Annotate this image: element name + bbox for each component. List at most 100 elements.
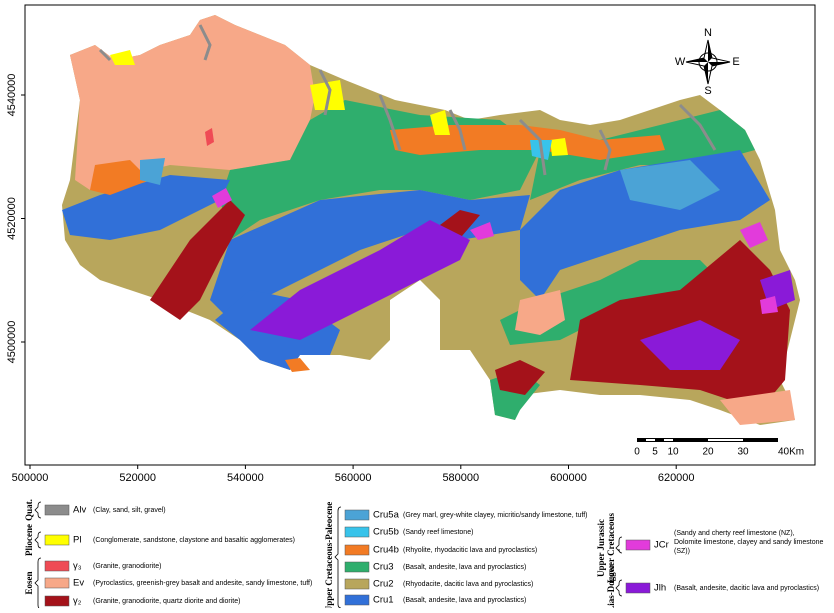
scale-label: 5 — [652, 447, 658, 458]
x-tick-label: 560000 — [335, 472, 372, 484]
scale-bar — [637, 438, 778, 442]
legend-group-label: Upper Jurassic — [596, 519, 606, 577]
legend-code: Cru2 — [373, 579, 394, 590]
legend-code: Cru5a — [373, 510, 400, 521]
map-unit-area — [110, 50, 568, 156]
river — [98, 24, 717, 176]
y-tick-label: 4520000 — [6, 197, 18, 240]
scale-label: 0 — [634, 447, 640, 458]
legend-description: (Clay, sand, silt, gravel) — [93, 507, 166, 514]
x-tick-label: 520000 — [119, 472, 156, 484]
legend-group-label: Quat. — [24, 499, 34, 521]
legend-swatch — [344, 526, 370, 538]
legend-code: JCr — [654, 540, 669, 551]
legend-swatch — [44, 577, 70, 589]
legend-description-box: (Sandy and cherty reef limestone (NZ), D… — [674, 530, 824, 555]
legend-code: Cru4b — [373, 545, 399, 556]
compass-s: S — [704, 85, 711, 97]
x-tick-label: 600000 — [550, 472, 587, 484]
legend-bracket — [334, 506, 342, 609]
legend-bracket — [615, 579, 623, 597]
scale-label: 30 — [737, 447, 749, 458]
map-unit-area — [62, 175, 230, 240]
map-unit-area — [390, 125, 665, 160]
map — [62, 15, 800, 425]
compass-w: W — [675, 56, 686, 68]
legend-swatch — [344, 561, 370, 573]
legend-code: Ev — [73, 578, 84, 589]
rivers — [98, 24, 717, 176]
map-unit-area — [205, 128, 214, 146]
y-tick-label: 4540000 — [6, 74, 18, 117]
legend-code: Cru5b — [373, 527, 399, 538]
x-tick-label: 540000 — [227, 472, 264, 484]
map-unit-area — [570, 240, 790, 410]
legend-description: (Granite, granodiorite, quartz diorite a… — [93, 598, 240, 605]
scale-label: 20 — [702, 447, 714, 458]
scale-segment — [664, 439, 673, 441]
legend-swatch — [344, 544, 370, 556]
legend-swatch — [344, 509, 370, 521]
legend-description: (Sandy reef limestone) — [403, 529, 473, 536]
legend-bracket — [34, 501, 42, 519]
legend-bracket — [615, 536, 623, 554]
legend-code: Jlh — [654, 583, 666, 594]
legend-code: Pl — [73, 535, 81, 546]
legend-swatch — [625, 539, 651, 551]
legend-description: (Pyroclastics, greenish-grey basalt and … — [93, 580, 312, 587]
legend-swatch — [44, 560, 70, 572]
legend-swatch — [344, 594, 370, 606]
compass-e: E — [732, 56, 739, 68]
compass-fill — [686, 40, 730, 84]
legend-swatch — [44, 534, 70, 546]
scale-label: 40Km — [778, 447, 804, 458]
compass-n: N — [704, 27, 712, 39]
x-tick-label: 500000 — [12, 472, 49, 484]
y-tick-label: 4500000 — [6, 321, 18, 364]
legend-description: (Basalt, andesite, lava and pyroclastics… — [403, 564, 526, 571]
legend-description: (Rhyolite, rhyodacitic lava and pyroclas… — [403, 547, 537, 554]
x-tick-label: 620000 — [658, 472, 695, 484]
legend-description: (Granite, granodiorite) — [93, 563, 161, 570]
scale-segment — [637, 438, 778, 442]
legend-description: (Conglomerate, sandstone, claystone and … — [93, 537, 295, 544]
legend-description: (Basalt, andesite, dacitic lava and pyro… — [674, 585, 819, 592]
legend-code: γ₂ — [73, 596, 82, 607]
legend-code: Cru3 — [373, 562, 394, 573]
legend-bracket — [34, 557, 42, 610]
legend-swatch — [44, 504, 70, 516]
legend-code: Cru1 — [373, 595, 394, 606]
legend-code: γ₃ — [73, 561, 82, 572]
map-unit-area — [285, 358, 310, 372]
legend-group-label: Pliocene — [24, 524, 34, 556]
map-unit-area — [250, 220, 470, 340]
legend-description: (Sandy and cherty reef limestone (NZ), D… — [674, 530, 824, 555]
compass: N E S W — [675, 27, 740, 97]
legend-code: Alv — [73, 505, 86, 516]
legend-swatch — [625, 582, 651, 594]
legend-group-label: Upper Cretaceous-Paleocene — [324, 502, 334, 608]
map-unit-area — [150, 200, 245, 320]
map-unit-area — [140, 158, 720, 210]
x-tick-label: 580000 — [442, 472, 479, 484]
map-unit-area — [495, 360, 545, 395]
legend-group-label: Lias-Dogger — [606, 564, 616, 608]
scale-label: 10 — [667, 447, 679, 458]
legend-description: (Grey marl, grey-white clayey, micritic/… — [403, 512, 588, 519]
legend-group-label: Eosen — [24, 571, 34, 594]
map-unit-area — [90, 160, 150, 195]
legend-swatch — [44, 595, 70, 607]
compass-ring — [698, 52, 718, 72]
map-axes: 500000 520000 540000 560000 580000 600000 6200… — [6, 74, 804, 484]
map-unit-area — [640, 320, 740, 370]
legend-description: (Basalt, andesite, lava and pyroclastics… — [403, 597, 526, 604]
map-unit-area — [530, 110, 755, 200]
legend-bracket — [34, 531, 42, 549]
legend: Quat. Alv (Clay, sand, silt, gravel) Plioce… — [24, 499, 824, 612]
legend-group-label: Lower Cretaceous — [606, 513, 616, 583]
legend-swatch — [344, 578, 370, 590]
scale-segment — [708, 439, 743, 441]
scale-segment — [646, 439, 655, 441]
map-unit-area — [515, 290, 795, 425]
